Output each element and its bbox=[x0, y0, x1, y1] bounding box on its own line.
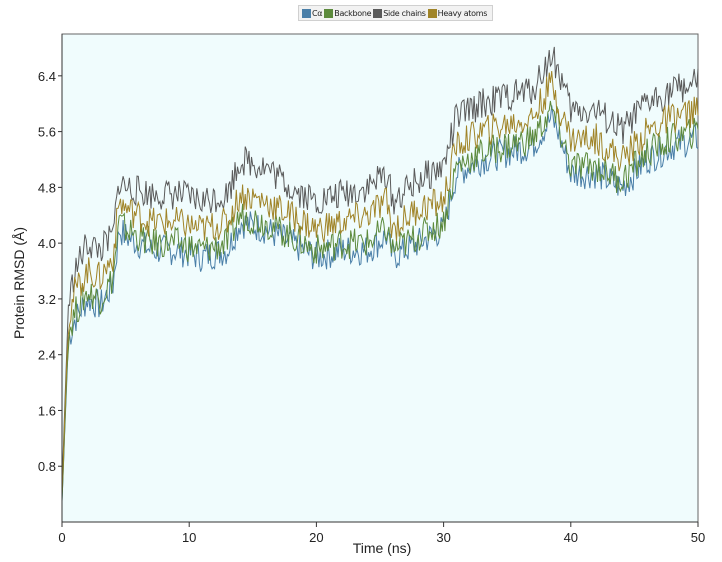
y-tick-label: 5.6 bbox=[38, 125, 56, 140]
x-tick-label: 20 bbox=[309, 530, 323, 545]
x-tick-label: 10 bbox=[182, 530, 196, 545]
legend-item-side-chains: Side chains bbox=[373, 8, 426, 18]
y-tick-label: 3.2 bbox=[38, 292, 56, 307]
legend-item-heavy-atoms: Heavy atoms bbox=[427, 8, 488, 18]
x-tick-label: 50 bbox=[691, 530, 705, 545]
y-tick-label: 0.8 bbox=[38, 459, 56, 474]
series-line-side-chains bbox=[61, 46, 699, 488]
y-tick-label: 4.8 bbox=[38, 180, 56, 195]
legend-swatch-side-chains bbox=[373, 8, 383, 18]
y-tick-label: 4.0 bbox=[38, 236, 56, 251]
series-line-backbone bbox=[61, 100, 699, 502]
legend-swatch-calpha bbox=[302, 8, 311, 18]
legend-swatch-heavy-atoms bbox=[427, 8, 437, 18]
x-axis-title: Time (ns) bbox=[353, 540, 412, 556]
plot-area bbox=[61, 33, 699, 523]
x-tick-label: 30 bbox=[436, 530, 450, 545]
y-tick-label: 6.4 bbox=[38, 69, 56, 84]
x-tick-label: 40 bbox=[564, 530, 578, 545]
legend-label-calpha: Cα bbox=[312, 8, 323, 18]
y-tick-label: 2.4 bbox=[38, 348, 56, 363]
legend-item-backbone: Backbone bbox=[324, 8, 372, 18]
legend-swatch-backbone bbox=[324, 8, 334, 18]
legend-item-calpha: Cα bbox=[302, 8, 323, 18]
y-tick-label: 1.6 bbox=[38, 403, 56, 418]
series-layer bbox=[61, 46, 699, 502]
legend-label-side-chains: Side chains bbox=[383, 8, 426, 18]
legend-label-backbone: Backbone bbox=[334, 8, 372, 18]
x-tick-label: 0 bbox=[58, 530, 65, 545]
axes-layer: 0 10 20 30 40 50 0.8 1.6 2.4 3.2 4.0 4.8 5.6 6.4 bbox=[38, 34, 705, 545]
legend: Cα Backbone Side chains Heavy atoms bbox=[298, 5, 494, 21]
y-axis-title: Protein RMSD (Å) bbox=[11, 227, 27, 339]
series-line-heavy-atoms bbox=[61, 70, 699, 495]
legend-label-heavy-atoms: Heavy atoms bbox=[437, 8, 488, 18]
